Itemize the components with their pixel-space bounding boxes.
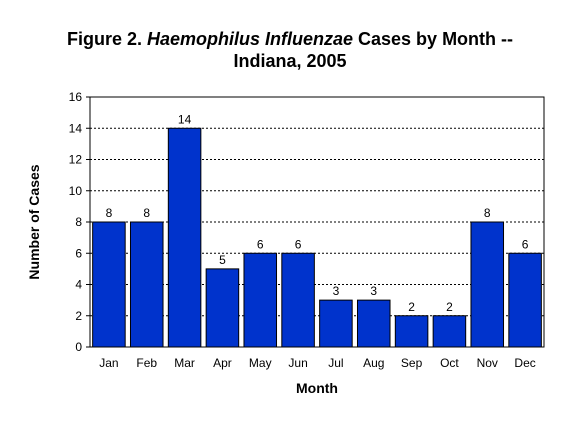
bar [394, 315, 429, 348]
x-tick-label: Aug [363, 356, 384, 370]
data-label: 6 [295, 237, 302, 251]
x-tick-label: Sep [401, 356, 423, 370]
y-tick-label: 4 [75, 278, 82, 292]
bar [92, 221, 126, 348]
bar [281, 252, 315, 348]
bar [319, 299, 353, 348]
data-label: 8 [484, 206, 491, 220]
data-label: 2 [408, 300, 415, 314]
y-tick-label: 6 [75, 246, 82, 260]
x-axis-ticks: Jan Feb Mar Apr May Jun Jul Aug Sep Oct Nov Dec [99, 356, 536, 370]
y-axis-ticks: 0 2 4 6 8 10 12 14 16 [69, 90, 90, 354]
bar [129, 221, 164, 348]
bar [508, 252, 542, 348]
bar [356, 299, 391, 348]
bars: 8 8 14 5 6 6 3 3 2 2 8 6 [92, 112, 542, 348]
chart-title: Figure 2. Haemophilus Influenzae Cases b… [0, 28, 580, 72]
x-tick-label: Jul [328, 356, 343, 370]
data-label: 6 [257, 237, 264, 251]
data-label: 6 [522, 237, 529, 251]
y-tick-label: 8 [75, 215, 82, 229]
data-label: 3 [333, 284, 340, 298]
x-tick-label: Nov [477, 356, 498, 370]
x-tick-label: Mar [174, 356, 195, 370]
y-tick-label: 10 [69, 184, 83, 198]
title-line2: Indiana, 2005 [233, 51, 347, 71]
data-label: 8 [106, 206, 113, 220]
data-label: 3 [370, 284, 377, 298]
x-tick-label: May [249, 356, 272, 370]
title-italic: Haemophilus Influenzae [146, 29, 354, 49]
bar [205, 268, 240, 348]
x-tick-label: Dec [514, 356, 535, 370]
y-tick-label: 14 [69, 121, 83, 135]
x-axis-title: Month [296, 380, 338, 396]
bar [167, 127, 202, 348]
x-tick-label: Oct [440, 356, 459, 370]
bar [243, 252, 278, 348]
y-tick-label: 16 [69, 90, 83, 104]
bar [432, 315, 467, 348]
data-label: 2 [446, 300, 453, 314]
y-tick-label: 0 [75, 340, 82, 354]
x-tick-label: Jan [99, 356, 118, 370]
x-tick-label: Apr [213, 356, 232, 370]
y-axis-title: Number of Cases [26, 164, 42, 279]
title-prefix: Figure 2. [66, 29, 147, 49]
data-label: 5 [219, 253, 226, 267]
bar [470, 221, 505, 348]
title-suffix: Cases by Month -- [353, 29, 514, 49]
y-tick-label: 12 [69, 153, 83, 167]
y-tick-label: 2 [75, 309, 82, 323]
x-tick-label: Jun [288, 356, 307, 370]
data-label: 8 [143, 206, 150, 220]
x-tick-label: Feb [136, 356, 157, 370]
data-label: 14 [178, 112, 192, 126]
